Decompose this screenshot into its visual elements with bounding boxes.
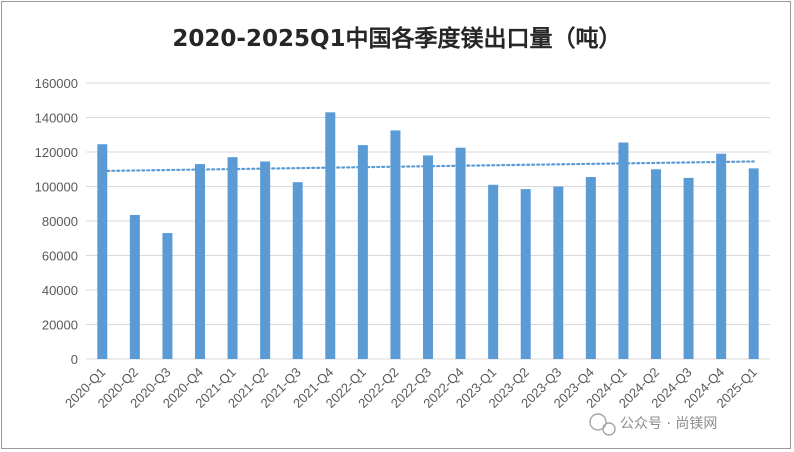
bar [455,147,466,359]
bar [195,164,205,359]
y-tick-label: 80000 [42,214,78,229]
y-tick-label: 120000 [35,145,78,160]
trendline [101,160,755,173]
y-tick-label: 160000 [35,76,78,91]
bar [585,177,596,359]
bar [553,186,564,359]
y-tick-label: 100000 [35,180,78,195]
y-axis-ticks: 0 20000 40000 60000 80000 100000 120000 140000 1… [35,76,78,367]
chart-title: 2020-2025Q1中国各季度镁出口量（吨） [172,25,621,52]
bar [325,112,336,359]
bar [162,233,173,359]
watermark-text: 公众号 · 尚镁网 [620,416,717,432]
bar [618,142,629,359]
bar [683,177,694,359]
bar [357,145,368,359]
trendline-layer [101,160,755,173]
bar [520,189,531,359]
y-tick-label: 140000 [35,111,78,126]
bar [260,161,271,359]
bar [129,214,140,359]
x-axis-ticks: 2020-Q12020-Q22020-Q32020-Q42021-Q12021-… [62,365,760,411]
bar [97,144,108,359]
bar [651,169,661,359]
bar [390,130,401,359]
y-tick-label: 40000 [42,283,78,298]
bar [488,184,499,359]
bar [748,168,759,359]
y-tick-label: 20000 [42,318,78,333]
watermark: 公众号 · 尚镁网 [589,413,717,436]
bar [292,182,303,359]
y-tick-label: 0 [71,352,78,367]
bar [227,157,238,359]
bar [716,153,727,359]
y-tick-label: 60000 [42,249,78,264]
bar [423,155,433,359]
wechat-icon [589,413,616,436]
bars [97,112,759,359]
